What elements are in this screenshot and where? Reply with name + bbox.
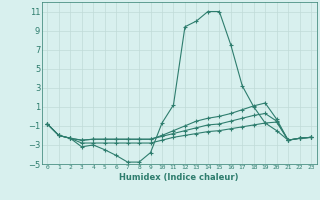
X-axis label: Humidex (Indice chaleur): Humidex (Indice chaleur)	[119, 173, 239, 182]
